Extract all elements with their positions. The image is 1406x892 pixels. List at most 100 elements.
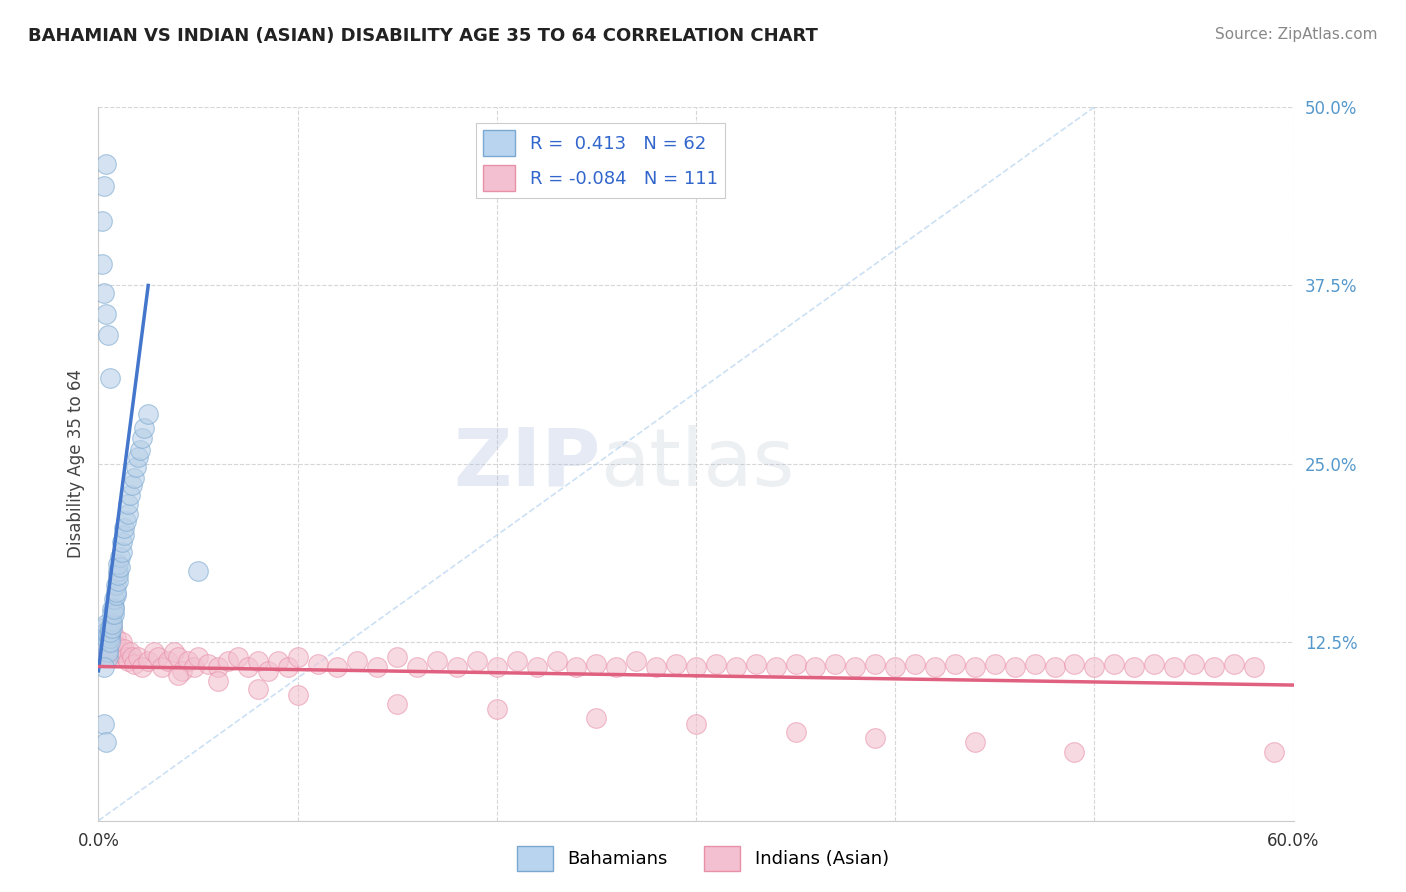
Point	[546, 654, 568, 668]
Point	[107, 564, 129, 578]
Point	[163, 645, 186, 659]
Point	[117, 654, 139, 668]
Point	[111, 545, 134, 559]
Point	[585, 711, 607, 725]
Point	[91, 628, 114, 642]
Point	[943, 657, 966, 671]
Point	[107, 574, 129, 588]
Point	[112, 521, 135, 535]
Point	[127, 649, 149, 664]
Point	[217, 654, 239, 668]
Point	[112, 528, 135, 542]
Point	[207, 673, 229, 688]
Text: ZIP: ZIP	[453, 425, 600, 503]
Point	[1004, 659, 1026, 673]
Point	[1202, 659, 1225, 673]
Point	[446, 659, 468, 673]
Point	[485, 702, 508, 716]
Point	[207, 659, 229, 673]
Point	[565, 659, 588, 673]
Point	[277, 659, 299, 673]
Point	[183, 659, 205, 673]
Point	[385, 649, 409, 664]
Point	[120, 488, 142, 502]
Point	[93, 645, 115, 659]
Point	[904, 657, 927, 671]
Point	[685, 659, 707, 673]
Point	[177, 654, 200, 668]
Point	[93, 659, 115, 673]
Point	[983, 657, 1005, 671]
Text: Source: ZipAtlas.com: Source: ZipAtlas.com	[1215, 27, 1378, 42]
Point	[105, 578, 128, 592]
Text: atlas: atlas	[600, 425, 794, 503]
Point	[1102, 657, 1125, 671]
Point	[107, 640, 129, 654]
Point	[785, 657, 807, 671]
Point	[426, 654, 449, 668]
Point	[107, 557, 129, 571]
Point	[97, 635, 120, 649]
Legend: Bahamians, Indians (Asian): Bahamians, Indians (Asian)	[510, 838, 896, 879]
Point	[804, 659, 827, 673]
Point	[96, 628, 118, 642]
Point	[287, 688, 309, 702]
Point	[98, 631, 122, 645]
Point	[117, 497, 139, 511]
Point	[1143, 657, 1166, 671]
Point	[1182, 657, 1205, 671]
Point	[685, 716, 707, 731]
Point	[91, 214, 114, 228]
Point	[103, 599, 125, 614]
Point	[98, 371, 122, 385]
Point	[91, 257, 114, 271]
Point	[724, 659, 747, 673]
Point	[704, 657, 727, 671]
Point	[187, 564, 209, 578]
Point	[745, 657, 768, 671]
Point	[105, 631, 128, 645]
Point	[963, 735, 986, 749]
Point	[197, 657, 219, 671]
Point	[187, 649, 209, 664]
Point	[96, 735, 118, 749]
Point	[134, 421, 156, 435]
Point	[93, 635, 115, 649]
Point	[148, 649, 170, 664]
Point	[101, 616, 124, 631]
Point	[506, 654, 529, 668]
Point	[117, 507, 139, 521]
Point	[1024, 657, 1046, 671]
Point	[1163, 659, 1185, 673]
Point	[93, 716, 115, 731]
Point	[103, 602, 125, 616]
Y-axis label: Disability Age 35 to 64: Disability Age 35 to 64	[66, 369, 84, 558]
Point	[256, 664, 278, 678]
Point	[624, 654, 647, 668]
Point	[136, 654, 159, 668]
Point	[120, 645, 142, 659]
Point	[98, 621, 122, 635]
Point	[96, 157, 118, 171]
Point	[124, 657, 146, 671]
Point	[465, 654, 488, 668]
Point	[93, 285, 115, 300]
Point	[526, 659, 548, 673]
Point	[585, 657, 607, 671]
Point	[863, 657, 886, 671]
Point	[924, 659, 946, 673]
Point	[98, 628, 122, 642]
Point	[143, 645, 166, 659]
Point	[406, 659, 429, 673]
Point	[97, 645, 120, 659]
Point	[98, 625, 122, 640]
Point	[111, 635, 134, 649]
Point	[121, 478, 143, 492]
Point	[93, 631, 115, 645]
Point	[1123, 659, 1146, 673]
Point	[765, 659, 787, 673]
Point	[326, 659, 349, 673]
Point	[103, 607, 125, 621]
Point	[101, 607, 124, 621]
Point	[105, 585, 128, 599]
